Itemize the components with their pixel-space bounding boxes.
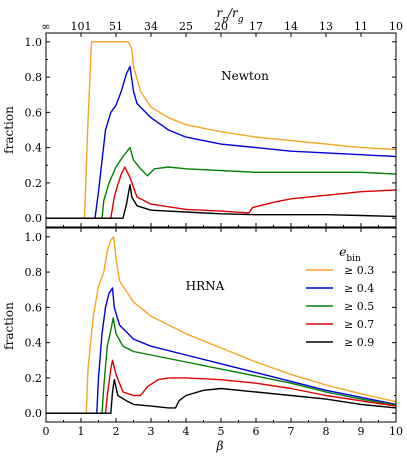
ytick-label-top-2: 0.4 [25,142,43,155]
ytick-label-top-1: 0.2 [25,177,43,190]
ytick-label-top-3: 0.6 [25,106,43,119]
legend-label-4: ≥ 0.9 [344,336,374,349]
ytick-label-bottom-2: 0.4 [25,337,43,350]
ylabel-top: fraction [2,106,16,154]
top-tick-label-5: 20 [214,20,228,33]
ytick-label-top-0: 0.0 [25,212,43,225]
panel-newton: 0.0 0.2 0.4 0.6 0.8 1.0 ∞ 101 51 34 25 20 17 14 13 11 10 [25,20,403,228]
series-line-top-1 [46,65,397,219]
series-line-bottom-0 [46,236,397,414]
series-line-top-0 [46,41,397,219]
series-line-top-2 [46,146,397,219]
xlabel: β [216,439,224,453]
xtick-label-5: 5 [218,425,225,438]
series-line-top-3 [46,166,397,219]
xtick-label-7: 7 [288,425,295,438]
top-tick-label-3: 34 [144,20,158,33]
xtick-label-1: 1 [78,425,85,438]
annotation-newton: Newton [221,69,269,83]
top-tick-label-10: 10 [389,20,403,33]
ytick-label-bottom-5: 1.0 [25,231,43,244]
ytick-label-top-4: 0.8 [25,71,43,84]
plot-frame-top [45,32,397,228]
xtick-label-8: 8 [323,425,330,438]
top-tick-label-7: 14 [284,20,298,33]
top-tick-label-1: 101 [71,20,92,33]
xtick-label-2: 2 [113,425,120,438]
legend-title: ebin [339,245,361,264]
top-tick-label-8: 13 [319,20,333,33]
legend-label-0: ≥ 0.3 [344,264,374,277]
series-line-bottom-2 [46,317,397,414]
legend: ebin ≥ 0.3 ≥ 0.4 ≥ 0.5 ≥ 0.7 ≥ 0.9 [306,245,374,349]
ytick-label-bottom-3: 0.6 [25,301,43,314]
xtick-label-10: 10 [389,425,403,438]
series-line-bottom-4 [46,379,397,414]
xtick-label-9: 9 [358,425,365,438]
series-line-bottom-1 [46,287,397,414]
xtick-label-6: 6 [253,425,260,438]
legend-label-3: ≥ 0.7 [344,318,374,331]
series-line-top-4 [46,183,397,219]
top-tick-label-0: ∞ [41,20,50,33]
xtick-label-0: 0 [43,425,50,438]
annotation-hrna: HRNA [186,279,225,293]
top-tick-label-2: 51 [109,20,123,33]
panel-hrna: 0.0 0.2 0.4 0.6 0.8 1.0 0 1 2 3 4 5 6 7 8 9 10 [25,227,403,438]
legend-label-1: ≥ 0.4 [344,282,374,295]
top-tick-label-9: 11 [354,20,368,33]
ylabel-bottom: fraction [2,302,16,350]
xtick-label-4: 4 [183,425,190,438]
top-tick-label-4: 25 [179,20,193,33]
legend-label-2: ≥ 0.5 [344,300,374,313]
ytick-label-bottom-4: 0.8 [25,266,43,279]
ytick-label-bottom-1: 0.2 [25,372,43,385]
ytick-label-top-5: 1.0 [25,36,43,49]
xtick-label-3: 3 [148,425,155,438]
top-tick-label-6: 17 [249,20,263,33]
series-line-bottom-3 [46,359,397,414]
ytick-label-bottom-0: 0.0 [25,407,43,420]
